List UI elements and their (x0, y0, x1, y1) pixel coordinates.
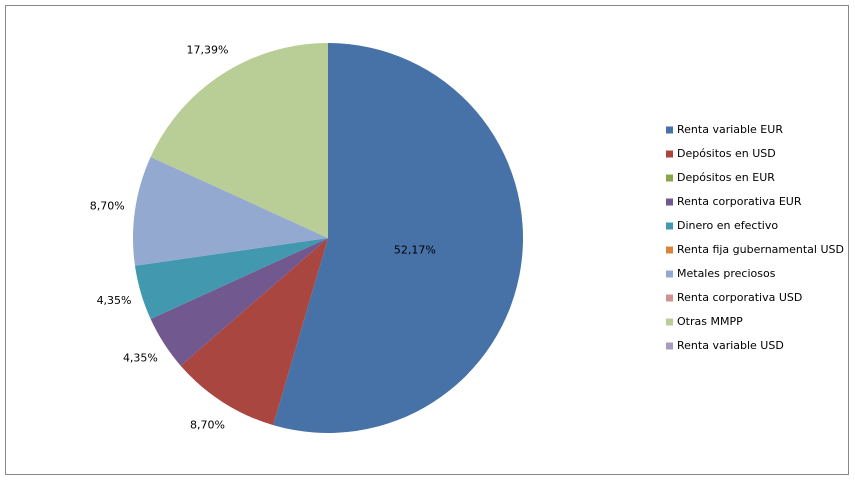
pie-slice (180, 238, 328, 426)
legend-label: Otras MMPP (677, 315, 743, 328)
legend-label: Renta variable EUR (677, 123, 783, 136)
data-label: 8,70% (90, 199, 125, 212)
legend-label: Depósitos en USD (677, 147, 776, 160)
legend-swatch (666, 342, 673, 350)
legend-swatch (666, 222, 673, 230)
data-label: 4,35% (97, 294, 132, 307)
legend-swatch (666, 150, 673, 158)
legend-swatch (666, 246, 673, 254)
legend-swatch (666, 270, 673, 278)
legend-swatch (666, 126, 673, 134)
legend-swatch (666, 318, 673, 326)
data-label: 8,70% (190, 419, 225, 432)
data-label: 4,35% (123, 352, 158, 365)
pie-slice (134, 238, 328, 320)
legend-swatch (666, 294, 673, 302)
pie-slice (133, 156, 328, 266)
legend-label: Dinero en efectivo (677, 219, 778, 232)
legend-label: Renta corporativa EUR (677, 195, 802, 208)
legend-label: Renta variable USD (677, 339, 784, 352)
legend-swatch (666, 174, 673, 182)
pie-slice (273, 43, 523, 433)
legend-label: Renta corporativa USD (677, 291, 802, 304)
legend-label: Renta fija gubernamental USD (677, 243, 844, 256)
pie-slice (150, 43, 328, 238)
legend-label: Metales preciosos (677, 267, 776, 280)
data-label: 17,39% (186, 43, 228, 56)
data-label: 52,17% (394, 243, 436, 256)
legend-label: Depósitos en EUR (677, 171, 775, 184)
pie-slice (150, 238, 328, 366)
legend-swatch (666, 198, 673, 206)
